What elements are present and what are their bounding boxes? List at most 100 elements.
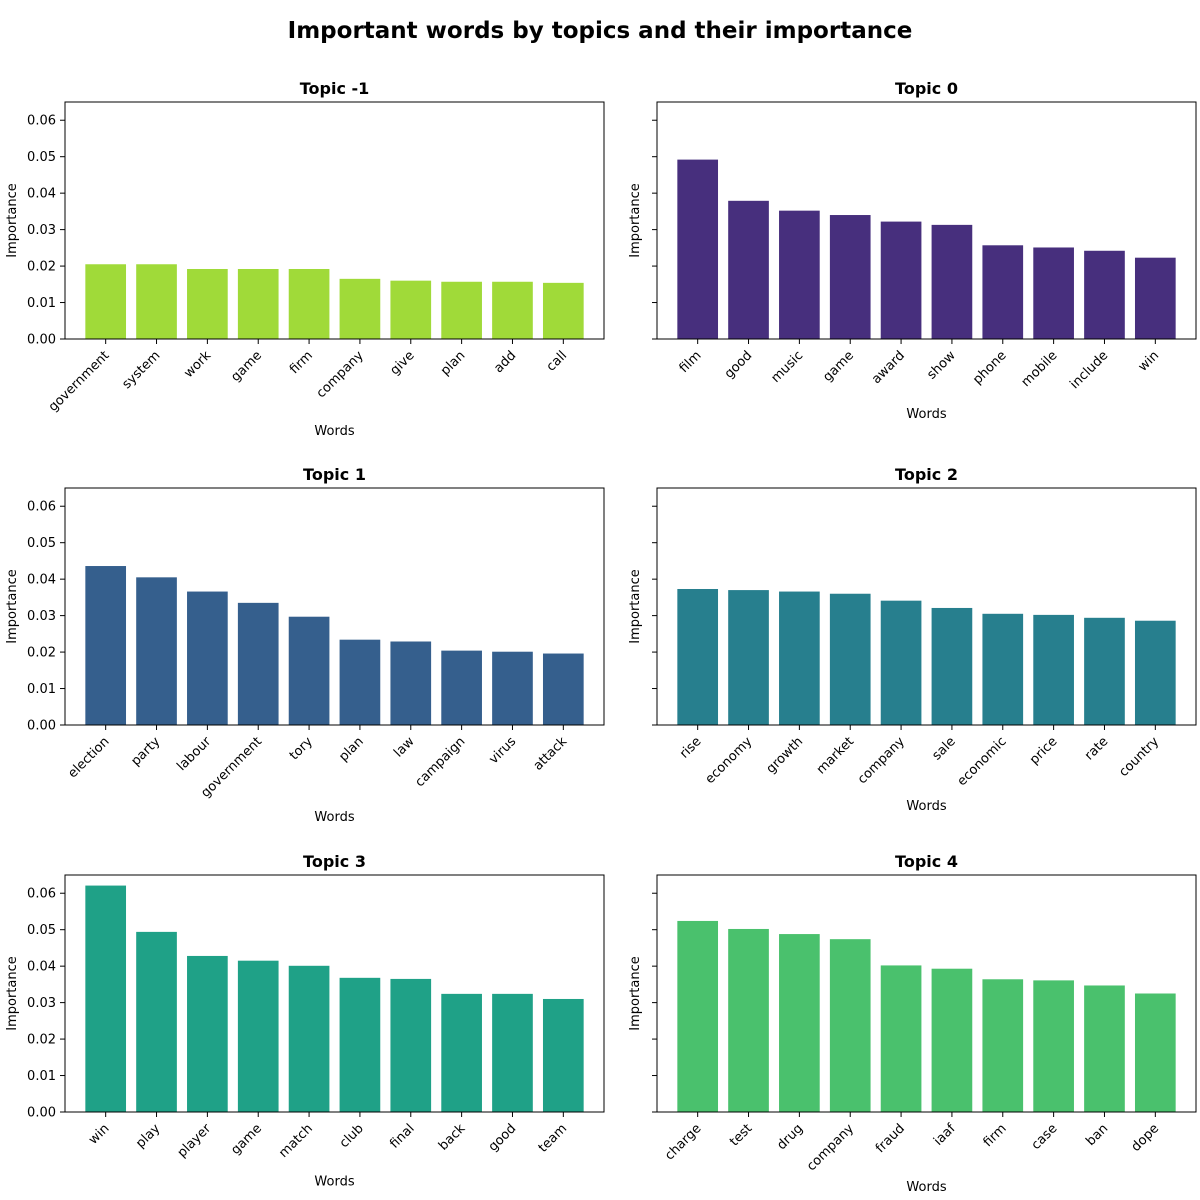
x-tick-label: win: [1136, 348, 1163, 375]
x-tick-label: team: [536, 1121, 570, 1155]
y-axis-label: Importance: [628, 183, 643, 258]
x-tick-label: economy: [703, 734, 756, 787]
bar: [728, 928, 769, 1112]
bar: [829, 593, 871, 725]
bar: [1084, 985, 1125, 1112]
x-tick-label: plan: [438, 348, 468, 378]
bar: [931, 224, 973, 339]
bar: [779, 210, 820, 339]
x-tick-label: win: [86, 1121, 113, 1148]
y-axis-label: Importance: [5, 183, 20, 258]
bar: [85, 264, 127, 339]
x-tick-label: match: [276, 1121, 316, 1161]
bar: [1033, 614, 1074, 725]
x-tick-label: film: [677, 348, 705, 376]
x-tick-label: call: [544, 348, 570, 374]
x-tick-label: club: [337, 1121, 367, 1151]
x-axis-label: Words: [314, 1175, 354, 1190]
x-tick-label: game: [820, 348, 857, 385]
x-tick-label: game: [228, 1121, 265, 1158]
x-tick-label: drug: [774, 1121, 806, 1153]
bar: [492, 281, 533, 339]
bar: [677, 920, 719, 1112]
x-tick-label: charge: [662, 1121, 704, 1163]
bar: [492, 651, 533, 725]
plot-frame: [64, 874, 605, 1113]
y-tick-label: 0.01: [27, 682, 56, 697]
plot-frame: [656, 101, 1197, 340]
bar: [779, 591, 820, 725]
plot-frame: [656, 874, 1197, 1113]
x-tick-label: rate: [1082, 734, 1111, 763]
bar: [880, 600, 922, 725]
bar: [492, 993, 533, 1112]
plot-frame: [64, 101, 605, 340]
x-axis-label: Words: [314, 424, 354, 439]
bar: [187, 955, 228, 1112]
bar: [288, 965, 330, 1112]
x-tick-label: case: [1029, 1121, 1061, 1153]
y-tick-label: 0.05: [27, 923, 56, 938]
chart-title: Topic 3: [303, 852, 366, 871]
x-tick-label: add: [491, 348, 519, 376]
x-tick-label: system: [120, 348, 164, 392]
bar: [982, 979, 1024, 1112]
bar: [136, 264, 177, 339]
x-tick-label: phone: [970, 348, 1009, 387]
x-axis-label: Words: [906, 799, 946, 814]
x-tick-label: firm: [287, 348, 316, 377]
bar: [542, 653, 584, 725]
bar: [542, 998, 584, 1112]
x-tick-label: game: [228, 348, 265, 385]
y-tick-label: 0.03: [27, 223, 56, 238]
x-tick-label: firm: [981, 1121, 1010, 1150]
x-tick-label: mobile: [1019, 348, 1061, 390]
bar: [982, 613, 1024, 725]
x-tick-label: back: [436, 1121, 469, 1154]
bar: [288, 616, 330, 725]
y-tick-label: 0.06: [27, 887, 56, 902]
y-axis-label: Importance: [628, 956, 643, 1031]
x-axis-label: Words: [314, 810, 354, 825]
x-tick-label: test: [727, 1121, 755, 1149]
bar: [1134, 993, 1176, 1112]
bar: [390, 978, 432, 1112]
y-tick-label: 0.02: [27, 646, 56, 661]
x-tick-label: company: [314, 348, 367, 401]
x-tick-label: final: [387, 1121, 417, 1151]
x-tick-label: player: [175, 1121, 215, 1161]
x-tick-label: good: [722, 348, 756, 382]
x-tick-label: tory: [287, 734, 316, 763]
plot-frame: [64, 487, 605, 726]
bar: [931, 607, 973, 725]
bar: [982, 245, 1024, 339]
bar: [880, 965, 922, 1112]
y-axis-label: Importance: [628, 569, 643, 644]
y-tick-label: 0.00: [27, 719, 56, 734]
y-tick-label: 0.00: [27, 333, 56, 348]
x-tick-label: play: [133, 1121, 163, 1151]
bar: [441, 281, 482, 339]
x-tick-label: law: [391, 734, 418, 761]
bar: [1033, 980, 1074, 1112]
y-axis-label: Importance: [5, 569, 20, 644]
bar: [728, 200, 769, 339]
chart-panel-0: Topic -1 0.00 0.01 0.02 0.03 0.04 0.05 0.06 gove…: [5, 79, 605, 439]
y-tick-label: 0.03: [27, 996, 56, 1011]
bar: [829, 215, 871, 339]
bar: [187, 268, 228, 339]
bar: [931, 968, 973, 1112]
x-tick-label: growth: [764, 734, 807, 777]
bar: [237, 268, 279, 339]
y-tick-label: 0.04: [27, 960, 56, 975]
y-tick-label: 0.02: [27, 260, 56, 275]
x-tick-label: attack: [531, 734, 571, 774]
x-tick-label: labour: [174, 734, 214, 774]
bar: [136, 931, 177, 1112]
y-tick-label: 0.04: [27, 573, 56, 588]
bar: [1084, 250, 1125, 339]
x-tick-label: sale: [930, 734, 959, 763]
